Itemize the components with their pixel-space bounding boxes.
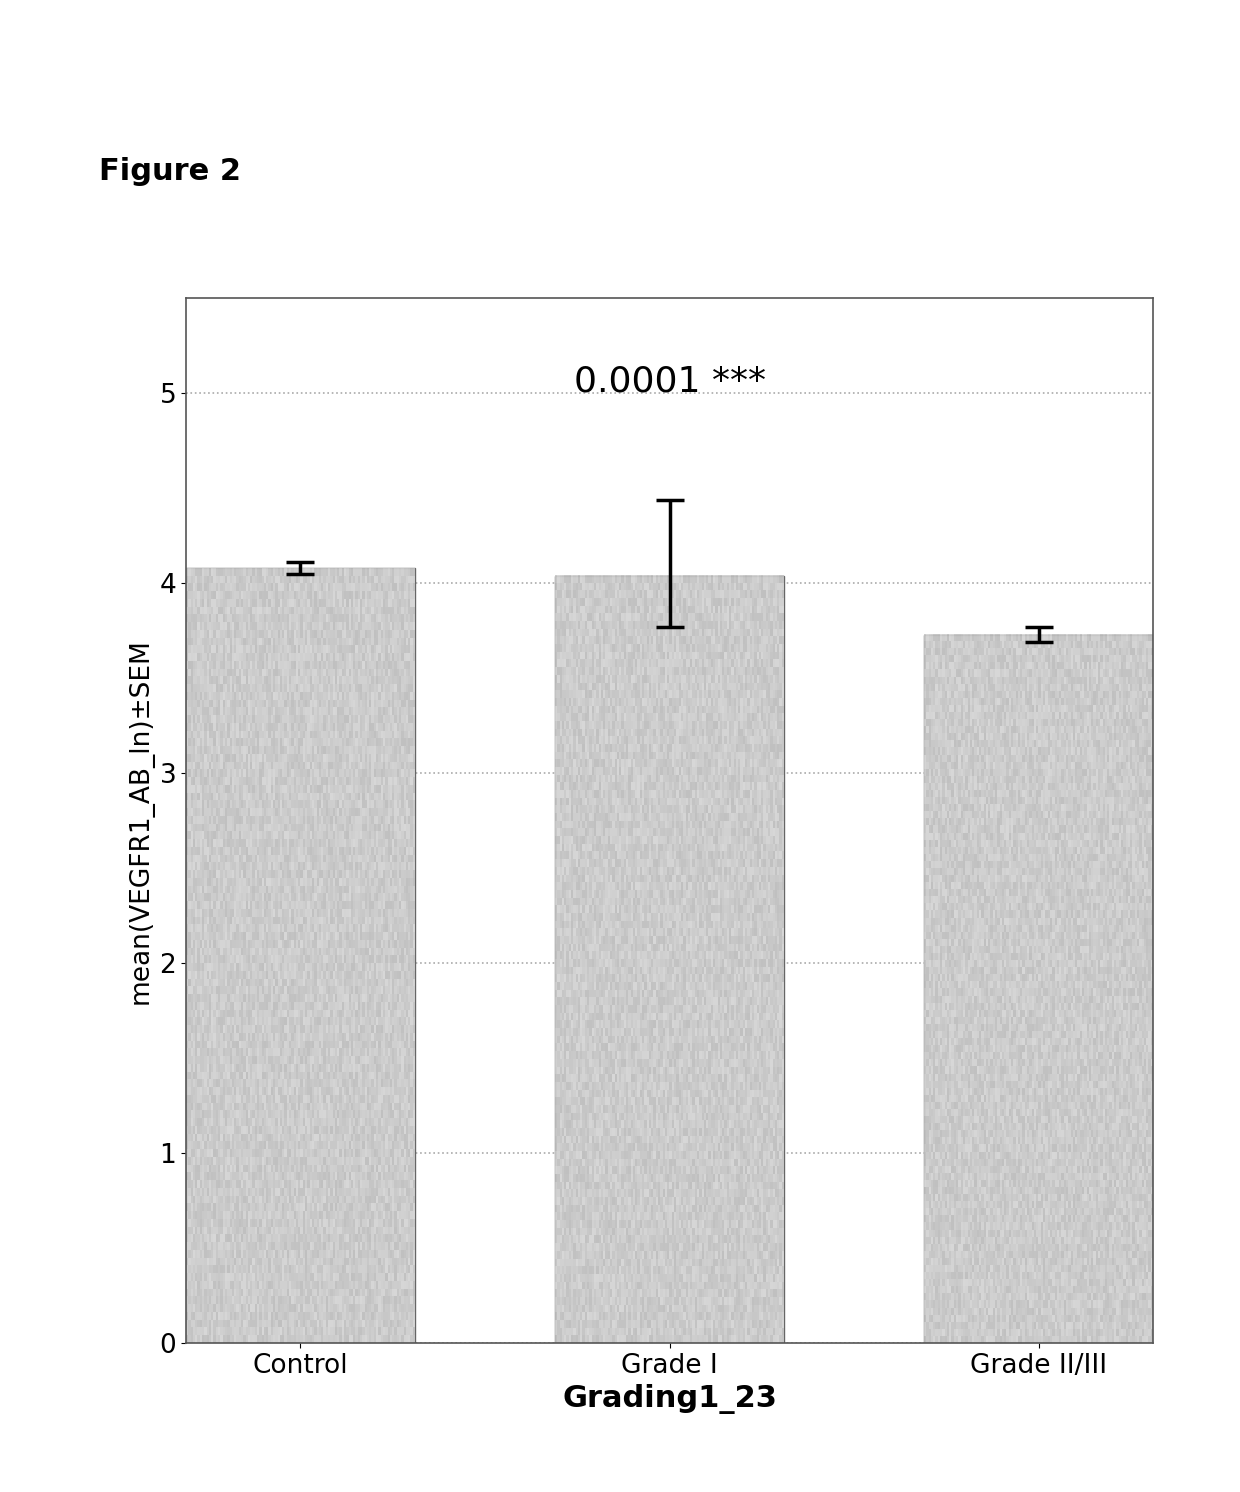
Y-axis label: mean(VEGFR1_AB_ln)±SEM: mean(VEGFR1_AB_ln)±SEM: [128, 637, 154, 1004]
Bar: [924, 634, 1153, 1343]
X-axis label: Grading1_23: Grading1_23: [562, 1385, 777, 1414]
Text: 0.0001 ***: 0.0001 ***: [574, 366, 765, 398]
Bar: [556, 576, 784, 1343]
Bar: [186, 568, 415, 1343]
Text: Figure 2: Figure 2: [99, 158, 242, 186]
